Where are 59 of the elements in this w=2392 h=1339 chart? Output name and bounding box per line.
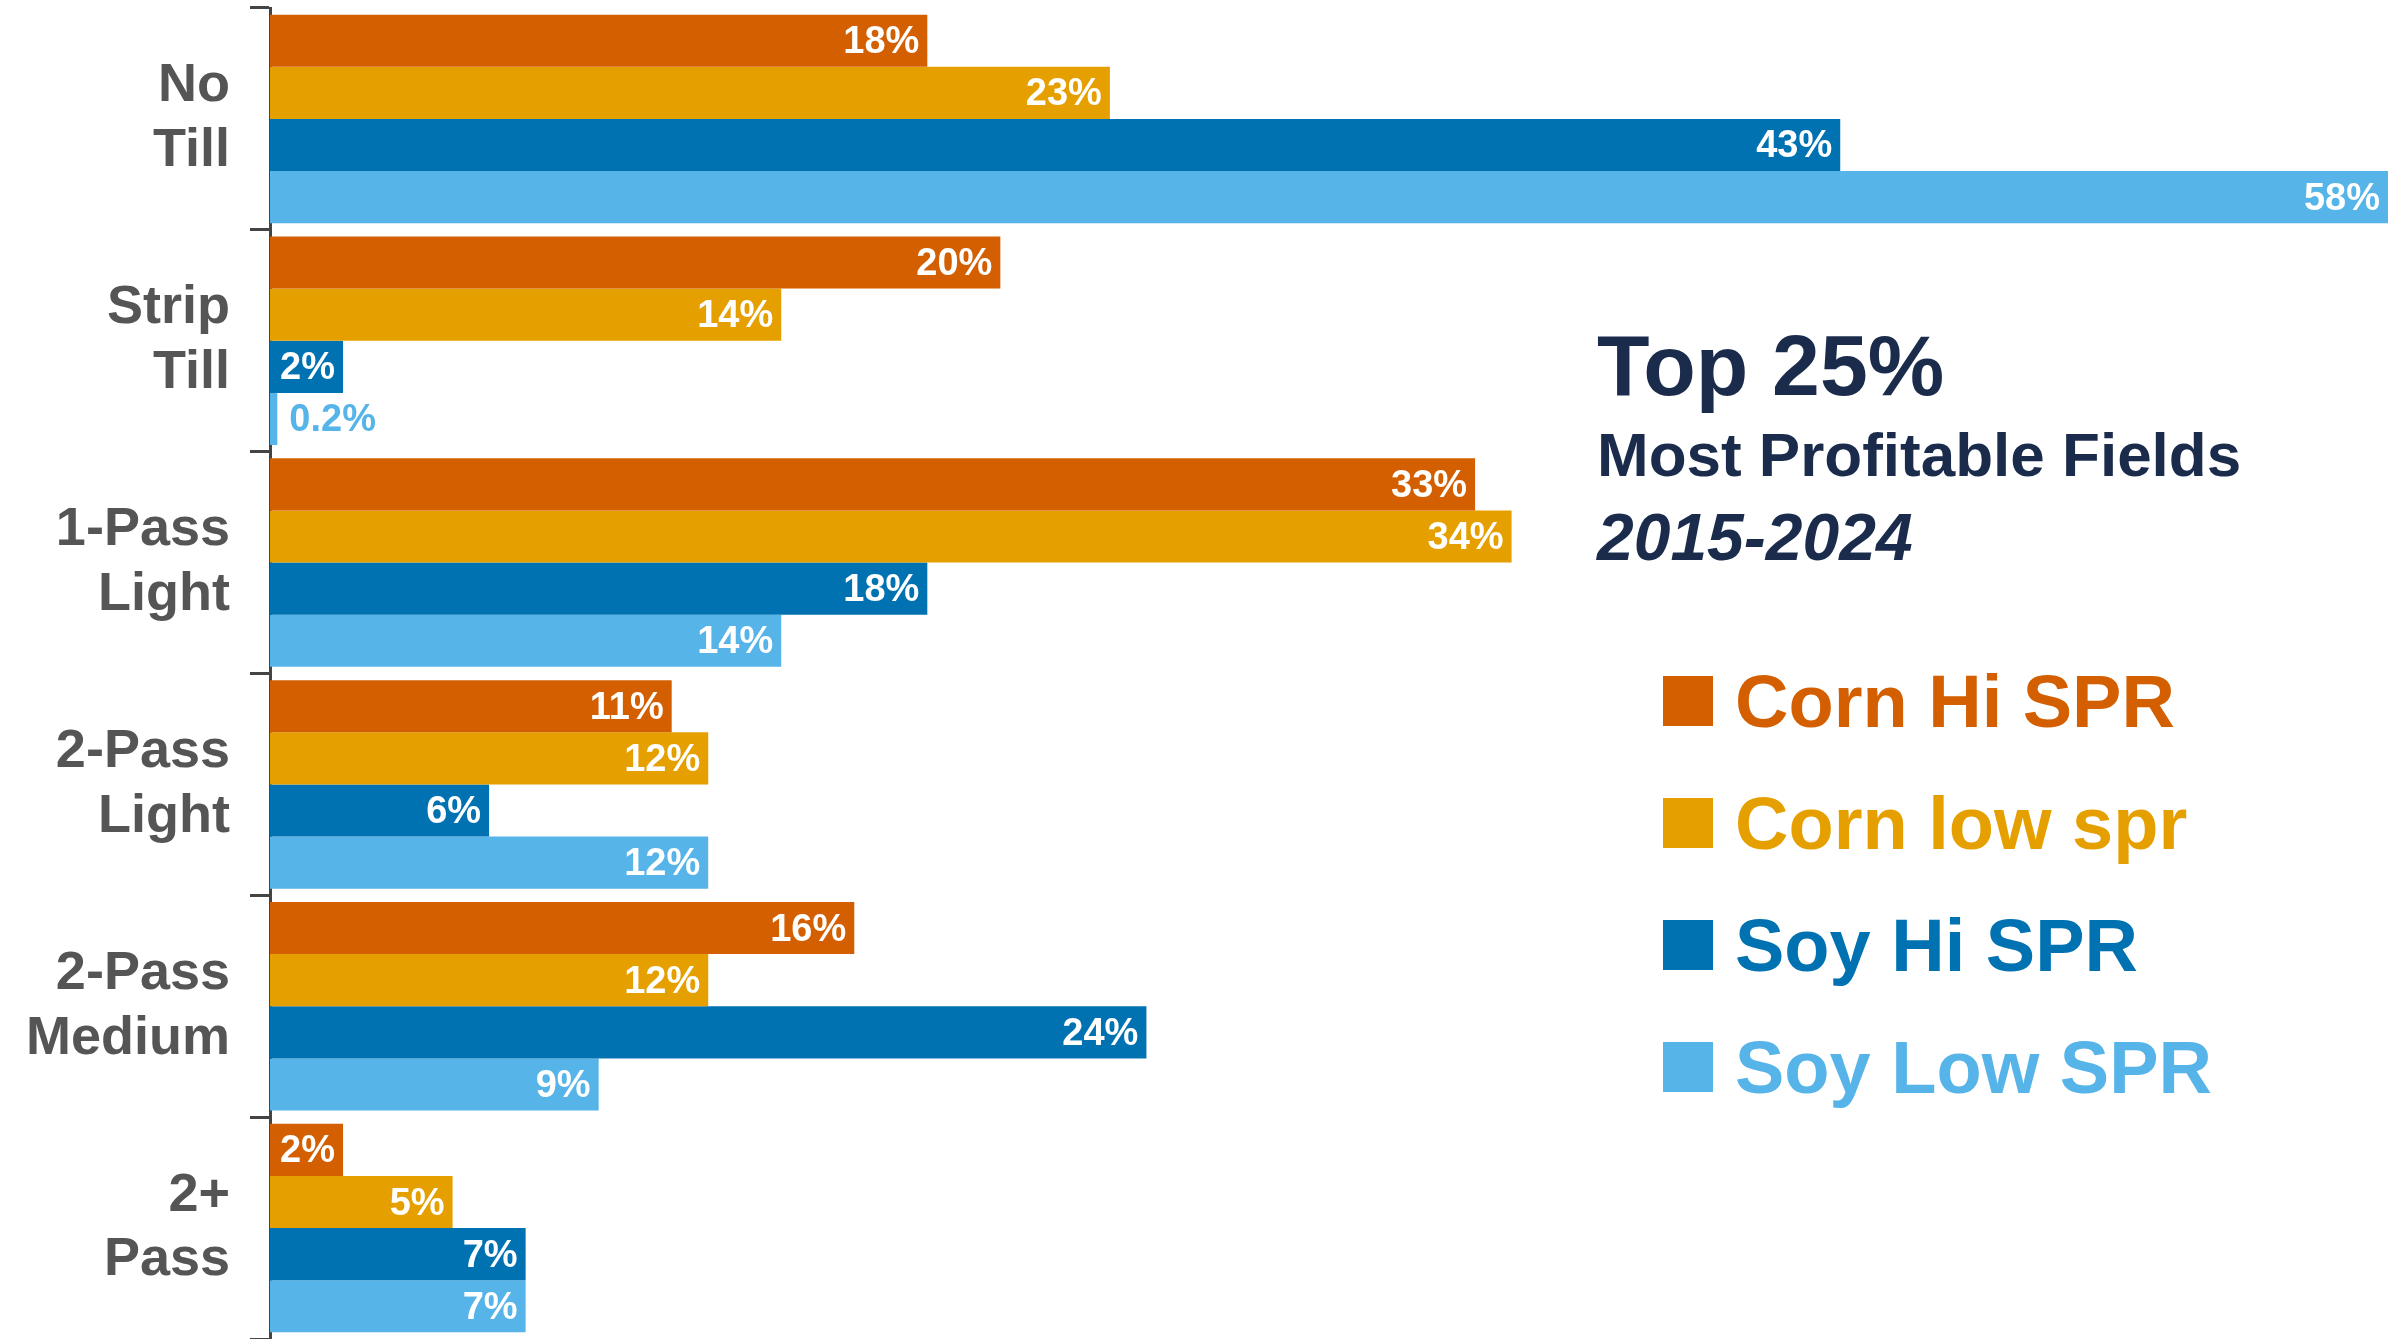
bar	[270, 1280, 526, 1333]
text: Most Profitable Fields	[1597, 419, 2242, 491]
data-label: 23%	[1025, 71, 1102, 114]
data-label: 12%	[624, 736, 701, 779]
bar	[270, 1175, 453, 1229]
annotation: 2015-2024	[1597, 499, 1914, 576]
legend-label: Corn low spr	[1735, 780, 2188, 866]
data-label: 5%	[389, 1180, 445, 1223]
legend-label: Soy Hi SPR	[1735, 902, 2138, 988]
data-label: 6%	[426, 788, 482, 831]
bar	[270, 954, 709, 1007]
data-label: 14%	[697, 619, 774, 662]
bar	[270, 171, 2388, 224]
data-label: 2%	[280, 345, 336, 388]
data-label: 33%	[1391, 462, 1468, 505]
legend-label: Corn Hi SPR	[1735, 658, 2175, 744]
bar	[270, 680, 672, 733]
data-label: 14%	[697, 293, 774, 336]
text: Top 25%	[1597, 316, 1946, 415]
bar	[270, 288, 782, 341]
bar	[270, 1006, 1147, 1059]
bar	[270, 1228, 526, 1281]
bar	[270, 14, 928, 67]
data-label: 20%	[916, 241, 993, 284]
bar	[270, 901, 855, 955]
y-tick-label: Strip Till	[106, 274, 230, 400]
bar	[270, 118, 1841, 172]
y-tick-label: 2-Pass Light	[55, 717, 231, 843]
data-label: 12%	[624, 841, 701, 884]
data-label: 58%	[2303, 175, 2380, 218]
bar	[270, 562, 928, 615]
data-label: 0.2%	[289, 397, 376, 440]
bar	[270, 732, 709, 785]
y-tick-label: 2+ Pass	[103, 1161, 230, 1287]
data-label: 12%	[624, 958, 701, 1001]
y-tick-label: 2-Pass Medium	[25, 939, 230, 1065]
data-label: 34%	[1427, 515, 1504, 557]
data-label: 43%	[1756, 123, 1833, 166]
bar	[270, 392, 278, 446]
data-label: 9%	[535, 1062, 591, 1105]
data-label: 11%	[589, 684, 664, 727]
bar	[270, 510, 1512, 563]
data-label: 16%	[770, 906, 847, 949]
bar	[270, 1058, 599, 1111]
bar	[270, 614, 782, 667]
data-label: 2%	[280, 1128, 336, 1171]
y-tick-label: 1-Pass Light	[55, 496, 231, 621]
bar	[270, 66, 1110, 119]
bar	[270, 458, 1476, 511]
bar	[270, 236, 1001, 289]
bar	[270, 836, 709, 889]
data-label: 7%	[462, 1232, 518, 1275]
data-label: 18%	[843, 19, 920, 62]
data-label: 24%	[1062, 1010, 1139, 1053]
bar	[270, 784, 490, 837]
data-label: 18%	[843, 567, 920, 610]
data-label: 7%	[462, 1284, 518, 1327]
y-tick-label: No Till	[152, 52, 230, 178]
legend-label: Soy Low SPR	[1735, 1024, 2212, 1110]
